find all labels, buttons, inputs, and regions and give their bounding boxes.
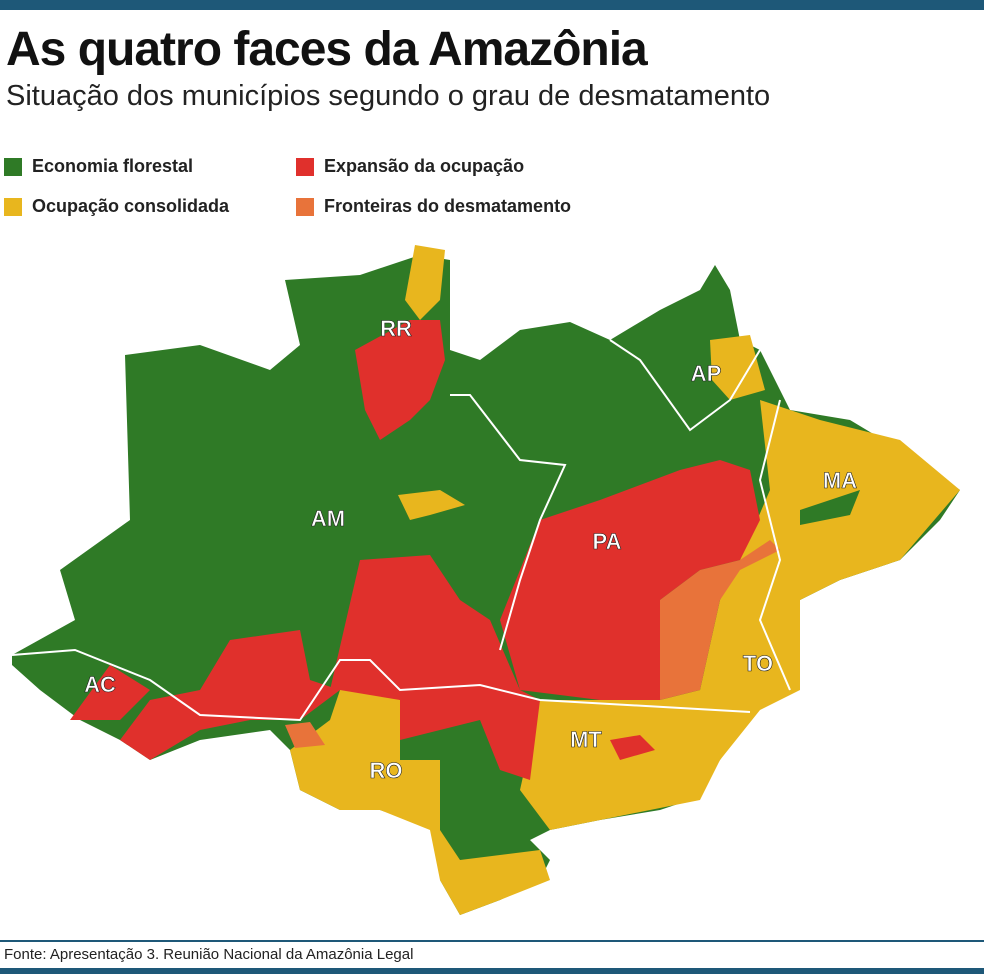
- legend-label: Expansão da ocupação: [324, 156, 525, 176]
- legend-item: Expansão da ocupação: [296, 156, 524, 177]
- state-label: MA: [823, 468, 857, 493]
- region: [405, 245, 445, 320]
- source: Fonte: Apresentação 3. Reunião Nacional …: [4, 946, 414, 963]
- state-label: PA: [593, 529, 622, 554]
- title: As quatro faces da Amazônia: [6, 23, 648, 76]
- legend-item: Fronteiras do desmatamento: [296, 196, 571, 217]
- region: [800, 490, 860, 525]
- state-label: AC: [84, 672, 116, 697]
- legend-swatch: [296, 197, 314, 216]
- bottom-bar: [0, 968, 984, 974]
- map: RR AP AM PA MA AC TO MT RO: [11, 245, 960, 915]
- region: [120, 630, 340, 760]
- legend-label: Ocupação consolidada: [32, 196, 230, 216]
- region: [660, 540, 780, 700]
- state-label: AM: [311, 506, 345, 531]
- top-bar: [0, 0, 984, 10]
- state-label: RO: [370, 758, 403, 783]
- region: [355, 320, 445, 440]
- legend-swatch: [4, 157, 22, 176]
- divider: [0, 940, 984, 942]
- subtitle: Situação dos municípios segundo o grau d…: [6, 80, 771, 112]
- legend-label: Fronteiras do desmatamento: [324, 196, 572, 216]
- state-label: AP: [691, 361, 722, 386]
- state-label: RR: [380, 316, 412, 341]
- state-label: MT: [570, 727, 602, 752]
- region: [70, 665, 150, 720]
- region: [285, 722, 325, 748]
- region: [398, 490, 465, 520]
- region: [500, 460, 760, 700]
- state-borders: [11, 339, 791, 722]
- legend-item: Economia florestal: [4, 156, 193, 177]
- state-label: TO: [743, 651, 773, 676]
- region: [330, 555, 540, 780]
- legend-swatch: [296, 157, 314, 176]
- region: [610, 735, 655, 760]
- legend-label: Economia florestal: [32, 156, 194, 176]
- legend-swatch: [4, 197, 22, 216]
- region: [290, 690, 550, 915]
- legend-item: Ocupação consolidada: [4, 196, 229, 217]
- region: [710, 335, 765, 400]
